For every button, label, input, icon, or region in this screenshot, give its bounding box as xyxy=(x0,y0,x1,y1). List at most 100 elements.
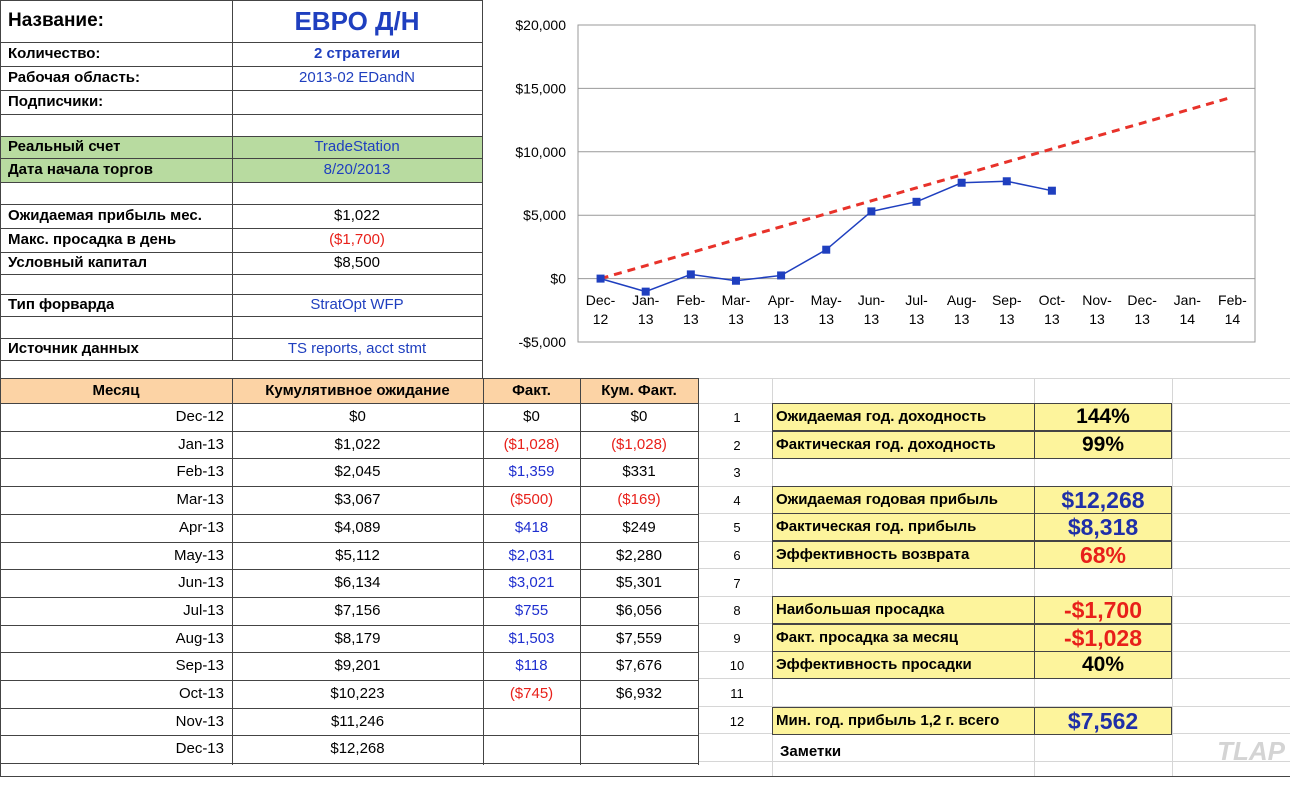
row-number: 12 xyxy=(729,713,745,729)
summary-label: Ожидаемая годовая прибыль xyxy=(776,490,998,508)
x-tick-label-part: Mar- xyxy=(722,292,751,308)
marker xyxy=(596,274,605,283)
table-cell: Sep-13 xyxy=(175,657,224,675)
table-cell: Feb-13 xyxy=(176,463,224,481)
summary-box xyxy=(772,706,1172,735)
table-cell: ($1,028) xyxy=(503,435,560,453)
x-tick-label: Jun- 13 xyxy=(858,292,886,327)
summary-box xyxy=(772,651,1172,680)
info-value: TS reports, acct stmt xyxy=(287,340,427,357)
info-label: Дата начала торгов xyxy=(8,161,153,178)
summary-label: Наибольшая просадка xyxy=(776,601,945,619)
table-cell: Aug-13 xyxy=(175,629,224,647)
x-tick-label-part: 13 xyxy=(1044,311,1060,327)
table-cell: Dec-13 xyxy=(175,740,224,758)
info-label: Рабочая область: xyxy=(8,69,141,86)
highlight-cell xyxy=(0,158,482,182)
grid-line xyxy=(0,90,483,91)
grid-line xyxy=(0,541,698,543)
grid-line xyxy=(0,513,698,515)
info-label: Реальный счет xyxy=(8,138,121,155)
row-number: 8 xyxy=(733,603,741,619)
table-cell: Oct-13 xyxy=(178,685,224,702)
grid-line xyxy=(0,316,483,317)
info-value: ($1,700) xyxy=(329,231,385,248)
x-tick-label: Oct- 13 xyxy=(1039,292,1066,327)
table-cell: ($1,028) xyxy=(611,435,667,453)
grid-line xyxy=(1172,378,1173,776)
table-cell: $1,503 xyxy=(508,629,555,647)
table-cell: Jun-13 xyxy=(178,574,224,592)
summary-box xyxy=(772,541,1172,569)
x-tick-label-part: Nov- xyxy=(1082,292,1112,308)
x-tick-label: Apr- 13 xyxy=(768,292,795,327)
row-number: 6 xyxy=(733,548,741,563)
x-tick-label: May- 13 xyxy=(811,292,842,327)
table-cell: $6,932 xyxy=(616,685,662,702)
info-label: Тип форварда xyxy=(8,296,115,313)
summary-divider xyxy=(1034,651,1035,680)
marker xyxy=(912,197,921,206)
marker xyxy=(686,270,695,279)
grid-line xyxy=(0,680,698,681)
info-value: StratOpt WFP xyxy=(310,296,404,313)
row-number: 3 xyxy=(733,465,741,481)
table-cell: ($745) xyxy=(509,685,554,702)
grid-line xyxy=(0,0,483,1)
table-cell: ($169) xyxy=(617,491,661,509)
y-tick-label: $15,000 xyxy=(515,80,566,96)
grid-line xyxy=(0,776,1290,777)
series-line xyxy=(600,180,1053,293)
summary-box xyxy=(772,596,1172,625)
grid-line xyxy=(0,569,698,571)
summary-box xyxy=(772,485,1172,514)
table-cell: $1,359 xyxy=(508,463,555,481)
y-tick-label: $0 xyxy=(550,271,566,287)
table-cell: Apr-13 xyxy=(178,518,224,536)
grid-line xyxy=(0,486,698,488)
grid-line xyxy=(0,378,698,379)
marker xyxy=(731,276,740,285)
highlight-cell xyxy=(0,136,482,158)
table-cell: $2,280 xyxy=(616,546,662,564)
table-cell: $8,179 xyxy=(334,629,381,647)
grid-line xyxy=(0,430,698,432)
info-value: ЕВРО Д/Н xyxy=(294,6,420,36)
info-value: 2013-02 EDandN xyxy=(299,69,415,86)
series-line xyxy=(600,95,1233,281)
grid-line xyxy=(0,707,698,709)
row-number: 7 xyxy=(733,575,741,591)
table-cell: $418 xyxy=(514,518,549,536)
table-cell: $11,246 xyxy=(330,712,385,730)
marker xyxy=(1002,177,1011,186)
summary-divider xyxy=(1034,403,1035,431)
x-tick-label-part: Jul- xyxy=(905,292,928,308)
y-tick-label: $10,000 xyxy=(515,144,566,160)
x-tick-label-part: Apr- xyxy=(768,292,795,308)
x-tick-label: Feb- 13 xyxy=(676,292,705,327)
x-tick-label-part: 13 xyxy=(909,311,925,327)
table-cell: ($500) xyxy=(509,491,554,509)
table-cell: $6,056 xyxy=(616,601,662,619)
info-label: Условный капитал xyxy=(8,254,148,271)
x-tick-label-part: 13 xyxy=(1089,311,1105,327)
y-tick-label: -$5,000 xyxy=(519,334,567,350)
summary-value: -$1,700 xyxy=(1063,597,1142,624)
table-cell: $4,089 xyxy=(334,518,381,536)
x-tick-label: Jan- 13 xyxy=(632,292,660,327)
grid-line xyxy=(0,252,483,253)
marker xyxy=(1047,186,1056,195)
summary-divider xyxy=(1034,430,1035,459)
x-tick-label: Dec- 12 xyxy=(586,292,616,327)
row-number: 4 xyxy=(733,492,741,508)
summary-box xyxy=(772,430,1172,459)
row-number: 11 xyxy=(730,686,744,701)
x-tick-label-part: Oct- xyxy=(1039,292,1066,308)
grid-line xyxy=(0,735,698,737)
summary-label: Эффективность возврата xyxy=(776,546,970,563)
info-label: Ожидаемая прибыль мес. xyxy=(8,207,202,224)
grid-line xyxy=(0,596,698,598)
x-tick-label-part: Dec- xyxy=(1127,292,1157,308)
x-tick-label-part: 14 xyxy=(1180,311,1196,327)
summary-divider xyxy=(1034,706,1035,735)
